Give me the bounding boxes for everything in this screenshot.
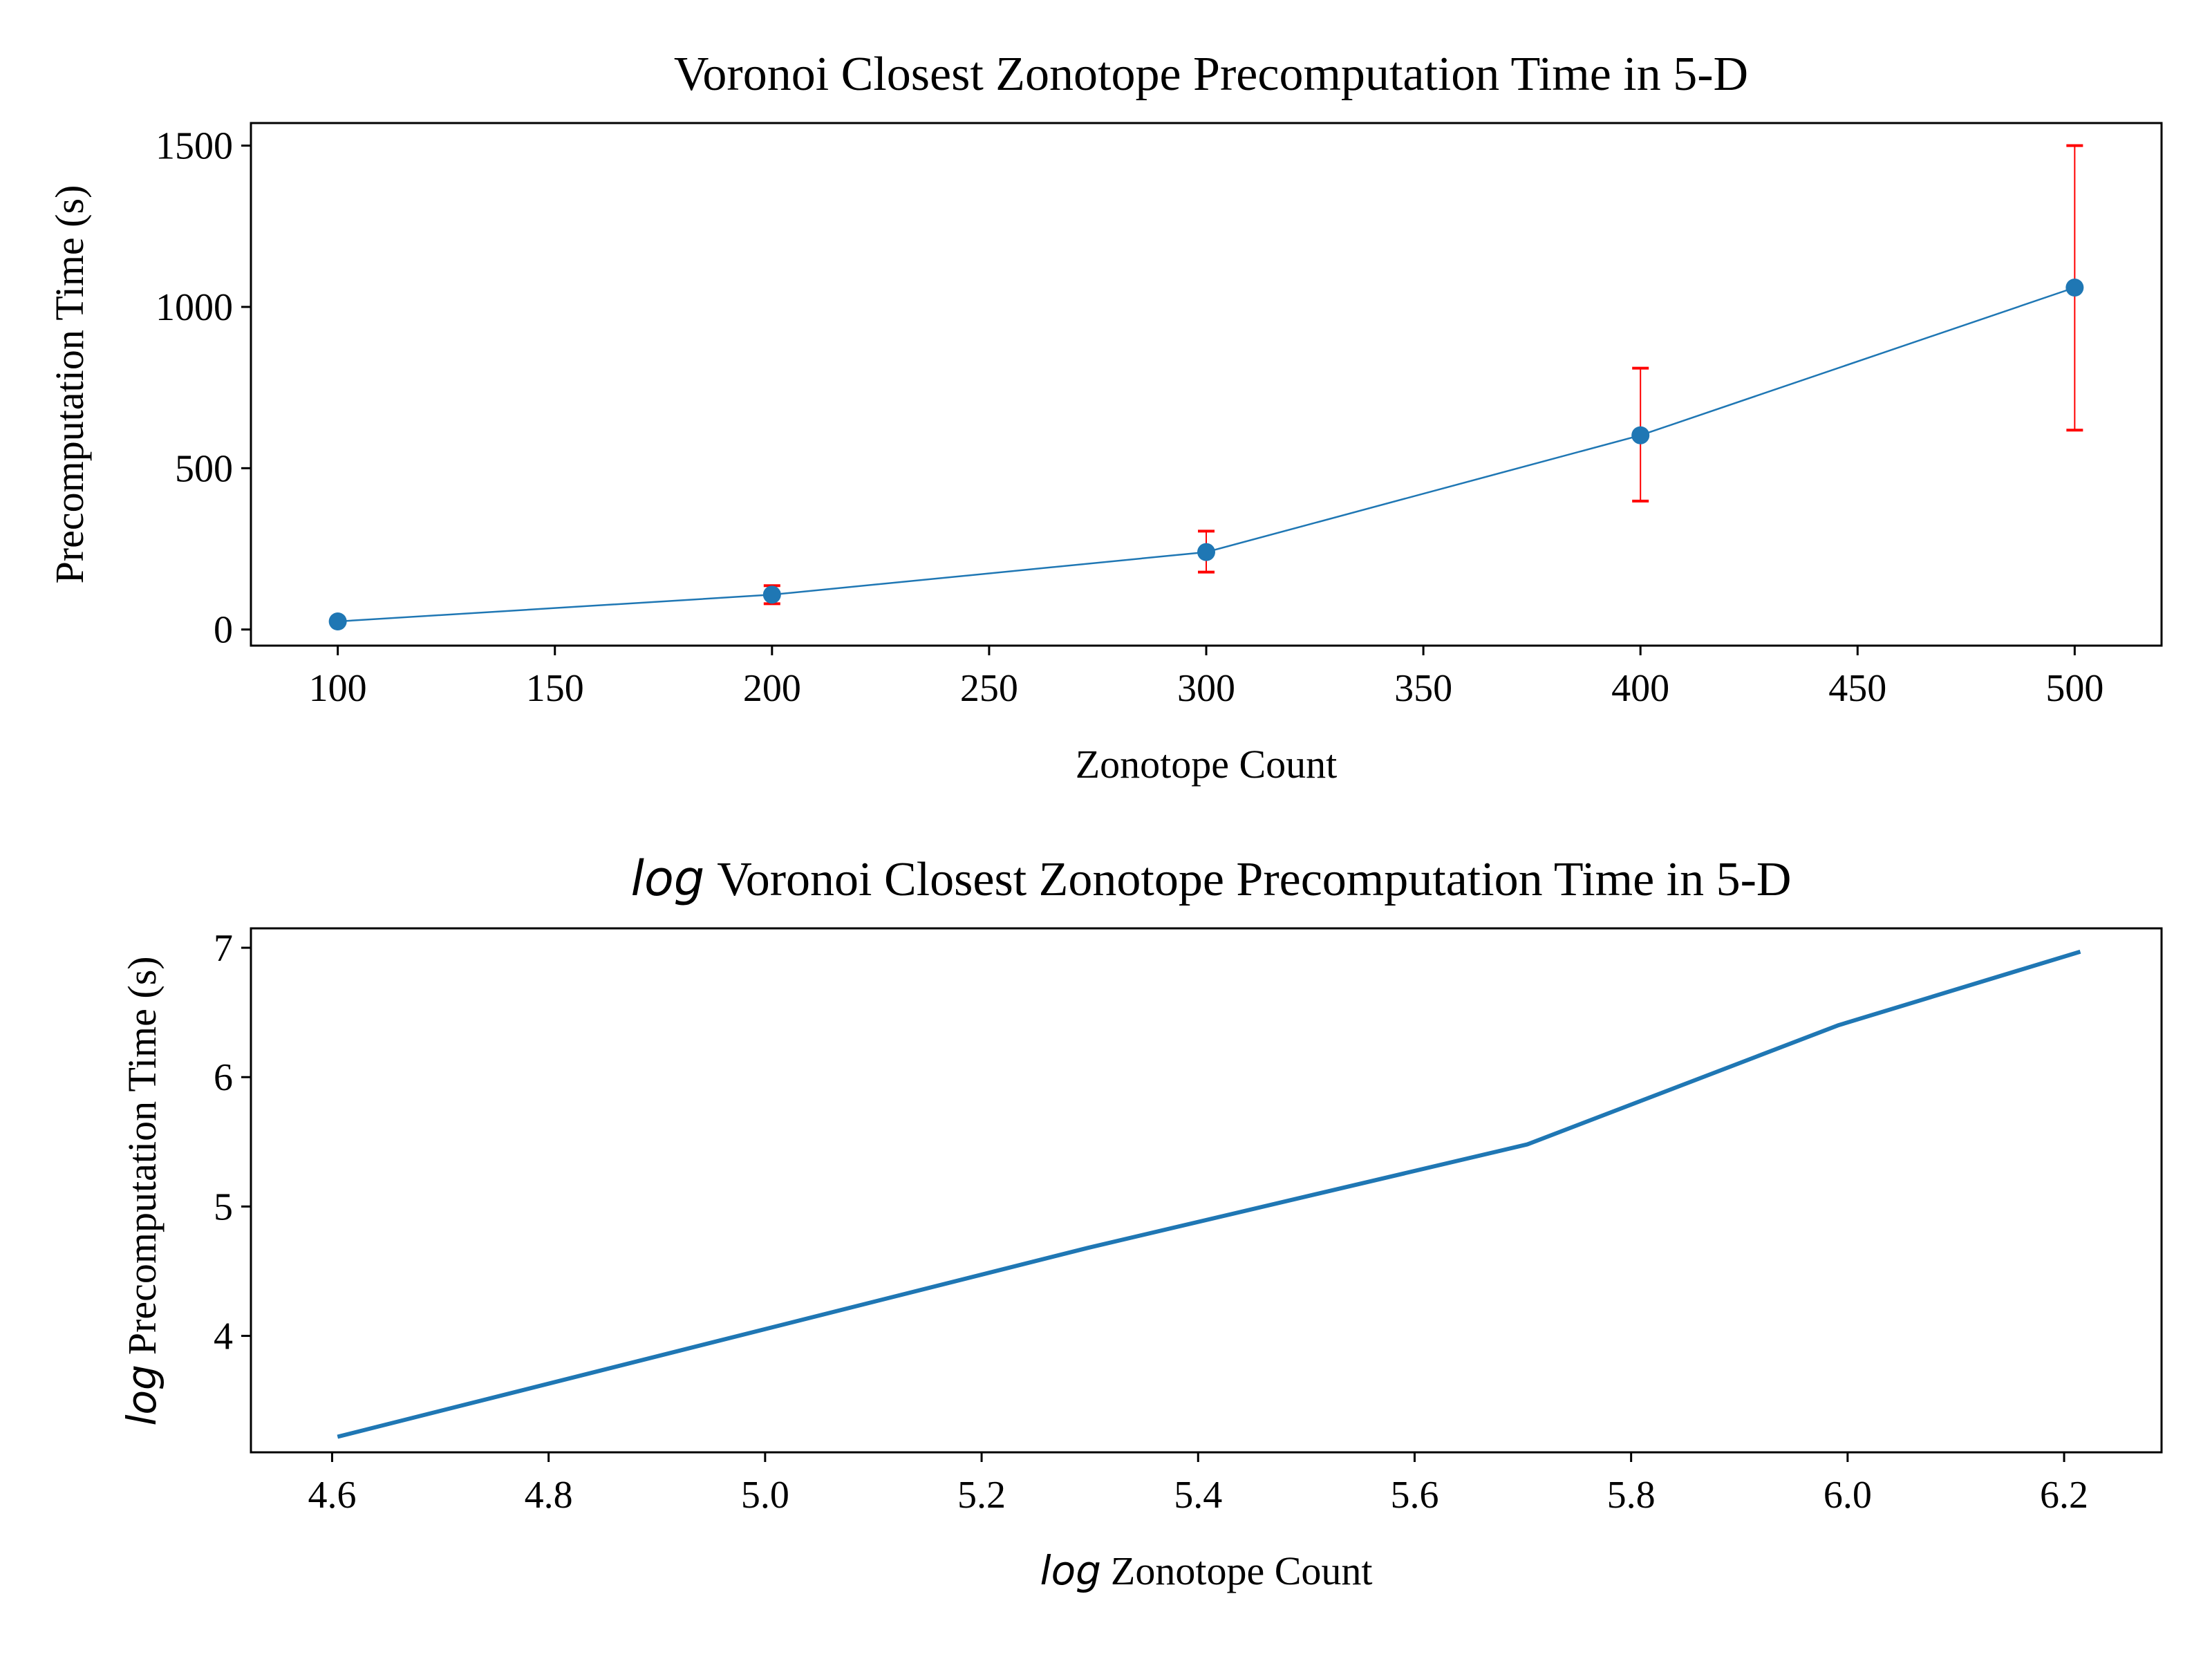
log-chart: log Voronoi Closest Zonotope Precomputati… — [118, 850, 2163, 1594]
linear-chart-data-point — [762, 585, 781, 604]
linear-chart-x-ticks: 100 150 200 250 300 350 400 450 500 — [309, 646, 2103, 710]
log-chart-x-tick-label: 4.8 — [525, 1474, 573, 1517]
linear-chart-x-tick-label: 350 — [1394, 667, 1452, 710]
log-chart-x-tick-label: 5.2 — [957, 1474, 1006, 1517]
linear-chart-y-tick-label: 1000 — [156, 286, 233, 329]
linear-chart-title: Voronoi Closest Zonotope Precomputation … — [674, 48, 1748, 101]
log-chart-title-prefix: log — [631, 850, 705, 907]
log-chart-x-tick-label: 5.6 — [1390, 1474, 1438, 1517]
linear-chart-x-tick-label: 300 — [1177, 667, 1235, 710]
log-chart-y-tick-label: 6 — [214, 1056, 233, 1099]
log-chart-y-axis-label-prefix: log — [118, 1365, 165, 1425]
log-chart-y-ticks: 4 5 6 7 — [214, 927, 251, 1358]
linear-chart: Voronoi Closest Zonotope Precomputation … — [47, 48, 2163, 787]
linear-chart-y-tick-label: 0 — [214, 609, 233, 652]
log-chart-x-tick-label: 5.4 — [1174, 1474, 1222, 1517]
log-chart-frame — [250, 927, 2163, 1454]
log-chart-x-tick-label: 5.0 — [741, 1474, 789, 1517]
log-chart-series-line — [337, 949, 2081, 1439]
log-chart-marks — [337, 949, 2081, 1439]
linear-chart-y-ticks: 0 500 1000 1500 — [156, 125, 251, 652]
linear-chart-x-tick-label: 450 — [1828, 667, 1886, 710]
log-chart-x-tick-label: 6.0 — [1824, 1474, 1872, 1517]
linear-chart-x-tick-label: 250 — [960, 667, 1018, 710]
linear-chart-data-point — [1631, 426, 1650, 444]
linear-chart-data-point — [1197, 543, 1215, 561]
log-chart-x-ticks: 4.6 4.8 5.0 5.2 5.4 5.6 5.8 6.0 6.2 — [308, 1452, 2088, 1517]
log-chart-x-tick-label: 6.2 — [2040, 1474, 2088, 1517]
log-chart-x-axis-label-text: Zonotope Count — [1111, 1548, 1373, 1593]
log-chart-y-tick-label: 4 — [214, 1315, 233, 1358]
log-chart-y-tick-label: 7 — [214, 927, 233, 970]
log-chart-x-axis-label-prefix: log — [1040, 1547, 1100, 1594]
linear-chart-x-axis-label: Zonotope Count — [1076, 742, 1338, 787]
log-chart-y-tick-label: 5 — [214, 1185, 233, 1228]
linear-chart-y-tick-label: 500 — [175, 447, 233, 490]
linear-chart-y-tick-label: 1500 — [156, 125, 233, 168]
linear-chart-marks — [328, 144, 2084, 630]
log-chart-title: log Voronoi Closest Zonotope Precomputati… — [631, 850, 1792, 907]
log-chart-title-text: Voronoi Closest Zonotope Precomputation … — [717, 853, 1791, 906]
linear-chart-y-axis-label: Precomputation Time (s) — [47, 185, 92, 584]
linear-chart-x-tick-label: 150 — [526, 667, 584, 710]
linear-chart-x-tick-label: 200 — [743, 667, 801, 710]
log-chart-x-axis-label: log Zonotope Count — [1040, 1547, 1372, 1594]
log-chart-y-axis-label-text: Precomputation Time (s) — [120, 956, 165, 1355]
linear-chart-x-tick-label: 400 — [1611, 667, 1669, 710]
linear-chart-x-tick-label: 100 — [309, 667, 367, 710]
linear-chart-x-tick-label: 500 — [2045, 667, 2103, 710]
log-chart-x-tick-label: 5.8 — [1607, 1474, 1656, 1517]
log-chart-y-axis-label: log Precomputation Time (s) — [118, 956, 165, 1425]
log-chart-x-tick-label: 4.6 — [308, 1474, 356, 1517]
linear-chart-data-point — [328, 612, 347, 630]
linear-chart-data-point — [2065, 279, 2084, 297]
